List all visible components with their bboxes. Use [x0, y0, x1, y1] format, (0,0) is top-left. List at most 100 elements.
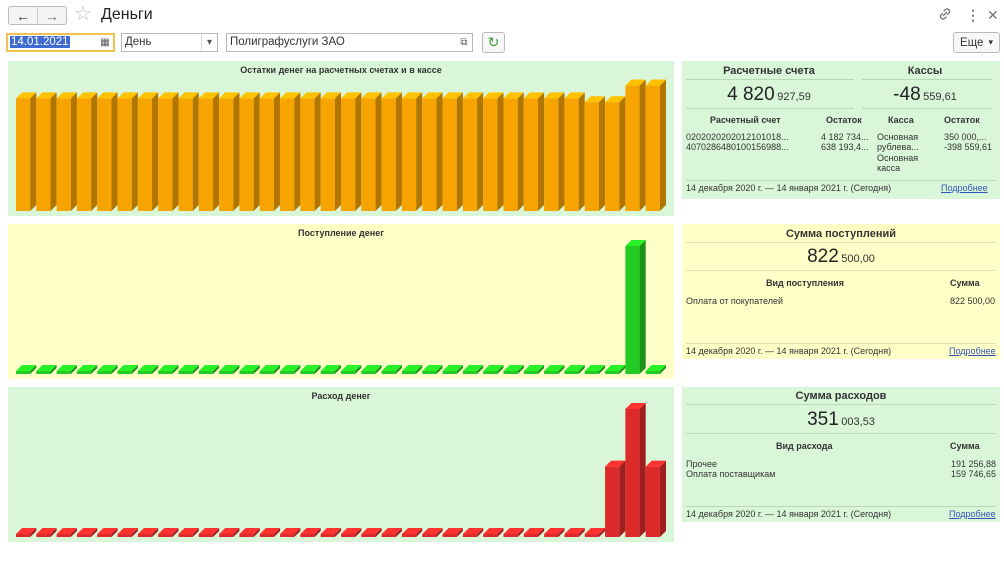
table-row-kind[interactable]: Оплата от покупателей — [686, 296, 784, 306]
table-row-cash[interactable]: Основная касса — [877, 153, 919, 173]
details-link[interactable]: Подробнее — [949, 509, 996, 519]
table-row-sum[interactable]: 191 256,88 — [951, 459, 997, 469]
expense-bar — [381, 528, 402, 537]
table-row-cash-balance[interactable]: -398 559,61 — [944, 142, 993, 152]
table-row-account[interactable]: 0202020202012101018... — [686, 132, 789, 142]
calendar-icon[interactable]: ▦ — [100, 37, 110, 48]
income-bar-front — [219, 371, 234, 374]
organization-field[interactable]: Полиграфуслуги ЗАО ⧉ — [226, 33, 473, 52]
dropdown-arrow-icon[interactable]: ▾ — [201, 34, 217, 51]
vertical-dots-icon[interactable]: ⋮ — [966, 7, 980, 23]
balance-bar-side — [355, 92, 362, 211]
expense-bar-side — [558, 528, 565, 537]
table-row-balance[interactable]: 4 182 734... — [821, 132, 869, 142]
expense-bar-top — [361, 528, 382, 534]
income-bar-front — [259, 371, 274, 374]
table-row-balance[interactable]: 638 193,4... — [821, 142, 869, 152]
balance-bar — [462, 92, 484, 211]
forward-button[interactable]: → — [37, 7, 66, 24]
expense-bar-top — [645, 460, 666, 467]
table-row-cash[interactable]: Основная рублева... — [877, 132, 919, 152]
expense-bar-side — [456, 528, 463, 537]
expense-bar-front — [137, 534, 153, 537]
table-row-cash-balance[interactable]: 350 000,... — [944, 132, 987, 142]
open-window-icon[interactable]: ⧉ — [460, 37, 468, 48]
balance-bar-front — [422, 98, 437, 211]
balance-bar-front — [56, 98, 71, 211]
expense-bar-front — [422, 534, 437, 537]
table-row-kind[interactable]: Оплата поставщикам — [686, 469, 776, 479]
link-icon[interactable] — [938, 7, 952, 24]
table-row-kind[interactable]: Прочее — [686, 459, 717, 469]
balance-bar — [381, 92, 402, 211]
balance-bar — [401, 92, 423, 211]
expense-bar-top — [320, 528, 341, 534]
expense-bar-top — [503, 528, 524, 534]
income-bar-side — [30, 365, 37, 374]
expense-bar — [97, 528, 118, 537]
income-bar-front — [97, 371, 112, 374]
balance-bar-front — [564, 98, 579, 211]
favorite-star-icon[interactable]: ☆ — [74, 3, 92, 25]
income-bar-front — [56, 371, 71, 374]
col-sum-header: Сумма — [950, 278, 980, 288]
income-bar-front — [544, 371, 559, 374]
balance-bar-front — [76, 98, 92, 211]
col-kind-header: Вид поступления — [766, 278, 844, 288]
balance-bar — [36, 92, 57, 211]
expense-bar-side — [477, 528, 484, 537]
balance-bar — [56, 92, 77, 211]
expense-bar — [56, 528, 77, 537]
expense-bar-front — [605, 466, 620, 537]
income-bar-front — [16, 371, 31, 374]
details-link[interactable]: Подробнее — [949, 346, 996, 356]
balance-bar-front — [401, 98, 417, 211]
income-bar-side — [192, 365, 199, 374]
income-bar — [16, 365, 37, 374]
accounts-total-small: 927,59 — [777, 91, 811, 103]
expense-bar-side — [375, 528, 382, 537]
col-balance-header: Остаток — [826, 115, 862, 125]
details-link[interactable]: Подробнее — [941, 183, 988, 193]
divider — [686, 404, 996, 405]
table-row-sum[interactable]: 822 500,00 — [950, 296, 996, 306]
balance-bar-top — [625, 79, 646, 86]
period-select[interactable]: День ▾ — [121, 33, 218, 52]
expense-bar-front — [16, 534, 31, 537]
expense-bar-front — [564, 534, 579, 537]
balance-bar-top — [16, 92, 37, 99]
balance-bar-front — [320, 98, 335, 211]
income-bar-side — [456, 365, 463, 374]
income-bar-top — [300, 365, 321, 371]
col-kind-header: Вид расхода — [776, 441, 833, 451]
back-button[interactable]: ← — [9, 7, 37, 24]
expense-bar-front — [584, 534, 599, 537]
balance-bar-top — [462, 92, 484, 99]
expense-bar-top — [462, 528, 484, 534]
date-field[interactable]: 14.01.2021 ▦ — [6, 33, 115, 52]
table-row-sum[interactable]: 159 746,65 — [951, 469, 997, 479]
expense-bar — [300, 528, 321, 537]
expense-bar-front — [76, 534, 92, 537]
balance-bar-side — [314, 92, 321, 211]
col-sum-header: Сумма — [950, 441, 980, 451]
expense-bar-side — [598, 528, 606, 537]
refresh-button[interactable]: ↻ — [482, 32, 505, 53]
income-bar-top — [523, 365, 545, 371]
income-bar — [625, 240, 646, 374]
income-bar-top — [280, 365, 301, 371]
balance-bar-front — [137, 98, 153, 211]
close-icon[interactable]: ✕ — [987, 7, 999, 23]
balance-bar-front — [462, 98, 478, 211]
expense-bar-top — [341, 528, 362, 534]
balance-chart — [16, 79, 666, 211]
cash-total-big: -48 — [893, 84, 921, 105]
income-bar — [442, 365, 463, 374]
expense-bar-front — [36, 534, 51, 537]
dropdown-arrow-icon: ▾ — [988, 37, 993, 47]
income-bar-top — [605, 365, 626, 371]
expense-bar-top — [198, 528, 220, 534]
balance-bar-top — [503, 92, 524, 99]
table-row-account[interactable]: 4070286480100156988... — [686, 142, 789, 152]
more-button[interactable]: Еще ▾ — [953, 32, 1000, 53]
